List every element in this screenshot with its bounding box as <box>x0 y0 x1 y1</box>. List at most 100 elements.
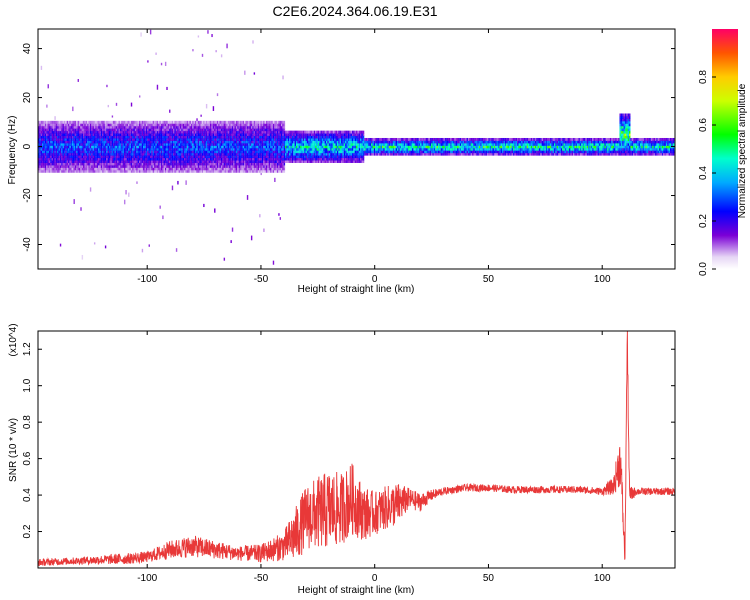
spectrogram-cell <box>321 137 324 141</box>
spectrogram-cell <box>242 140 245 144</box>
spectrogram-cell <box>108 157 111 161</box>
spectrogram-cell <box>70 130 73 134</box>
spectrogram-cell <box>184 135 186 139</box>
spectrogram-cell <box>255 152 257 156</box>
spectrogram-cell <box>263 164 265 168</box>
spectrogram-cell <box>264 169 266 173</box>
spectrogram-cell <box>95 133 97 137</box>
spectrogram-cell <box>215 167 217 171</box>
spectrogram-cell <box>238 135 241 139</box>
spectrogram-cell <box>84 128 86 132</box>
spectrogram-cell <box>121 140 123 144</box>
spectrogram-cell <box>425 142 428 146</box>
spectrogram-cell <box>203 160 205 163</box>
spectrogram-cell <box>320 145 322 149</box>
spectrogram-cell <box>317 130 320 134</box>
spectrogram-cell <box>265 133 268 137</box>
spectrogram-cell <box>332 135 335 139</box>
spectrogram-cell <box>199 120 201 124</box>
spectrogram-cell <box>162 145 164 149</box>
spectrogram-cell <box>403 152 406 156</box>
spectrogram-cell <box>128 140 130 144</box>
spectrogram-cell <box>267 128 269 132</box>
spectrogram-cell <box>119 120 122 124</box>
spectrogram-cell <box>252 135 254 139</box>
spectrogram-cell <box>323 147 325 151</box>
spectrogram-cell <box>429 137 432 141</box>
spectrogram-cell <box>227 135 230 139</box>
spectrogram-cell <box>134 162 137 166</box>
spectrogram-cell <box>319 145 321 149</box>
spectrogram-cell <box>327 130 329 134</box>
spectrogram-cell <box>264 160 266 163</box>
spectrogram-cell <box>229 120 231 124</box>
spectrogram-cell <box>65 123 67 127</box>
spectrogram-cell <box>184 142 186 146</box>
spectrogram-cell <box>63 130 66 134</box>
spectrogram-cell <box>216 125 219 129</box>
spectrogram-cell <box>154 147 156 151</box>
spectrogram-cell <box>222 167 224 171</box>
spectrogram-cell <box>244 123 246 127</box>
spectrogram-cell <box>162 147 164 151</box>
spectrogram-cell <box>100 128 103 132</box>
spectrogram-cell <box>162 160 164 163</box>
spectrogram-cell <box>104 123 107 127</box>
spectrogram-cell <box>107 133 110 137</box>
spectrogram-cell <box>108 150 111 154</box>
spectrogram-cell <box>102 169 104 173</box>
spectrogram-cell <box>74 145 77 149</box>
spectrogram-cell <box>93 123 96 127</box>
spectrogram-cell <box>227 169 230 173</box>
spectrogram-cell <box>362 157 365 161</box>
spectrogram-cell <box>286 152 288 156</box>
spectrogram-cell <box>151 157 153 161</box>
spectrogram-cell <box>170 137 172 141</box>
spectrogram-cell <box>164 137 167 141</box>
spectrogram-cell <box>111 147 114 151</box>
spectrogram-cell <box>209 133 212 137</box>
spectrogram-cell <box>263 130 265 134</box>
spectrogram-cell <box>118 160 120 163</box>
spectrogram-cell <box>70 145 73 149</box>
spectrogram-cell <box>42 164 44 168</box>
spectrogram-cell <box>80 123 82 127</box>
spectrogram-cell <box>331 135 333 139</box>
spectrogram-cell <box>103 160 105 163</box>
spectrogram-cell <box>259 133 261 137</box>
spectrogram-cell <box>261 128 264 132</box>
spectrogram-cell <box>156 150 159 154</box>
spectrogram-cell <box>43 142 45 146</box>
spectrogram-cell <box>240 140 242 144</box>
spectrogram-cell <box>55 150 58 154</box>
spectrogram-cell <box>144 137 146 141</box>
spectrogram-cell <box>68 128 70 132</box>
spectrogram-cell <box>332 152 335 156</box>
spectrogram-cell <box>349 152 351 156</box>
spectrogram-cell <box>230 157 232 161</box>
spectrogram-cell <box>248 155 250 159</box>
spectrogram-cell <box>128 145 130 149</box>
spectrogram-cell <box>110 135 112 139</box>
spectrogram-cell <box>173 128 175 132</box>
spectrogram-cell <box>274 155 276 159</box>
spectrogram-cell <box>205 128 208 132</box>
spectrogram-cell <box>69 147 71 151</box>
spectrogram-cell <box>119 155 122 159</box>
spectrogram-cell <box>347 133 350 137</box>
spectrogram-cell <box>260 169 262 173</box>
spectrogram-cell <box>252 169 254 173</box>
spectrogram-cell <box>171 169 174 173</box>
spectrogram-cell <box>57 135 59 139</box>
spectrogram-cell <box>85 155 88 159</box>
spectrogram-cell <box>319 142 321 146</box>
spectrogram-cell <box>290 147 292 151</box>
spectrogram-cell <box>209 135 212 139</box>
spectrogram-cell <box>57 130 59 134</box>
spectrogram-cell <box>250 130 253 134</box>
spectrogram-cell <box>59 164 62 168</box>
spectrogram-cell <box>194 162 197 166</box>
spectrogram-cell <box>245 130 247 134</box>
spectrogram-cell <box>255 150 257 154</box>
spectrogram-cell <box>205 164 208 168</box>
